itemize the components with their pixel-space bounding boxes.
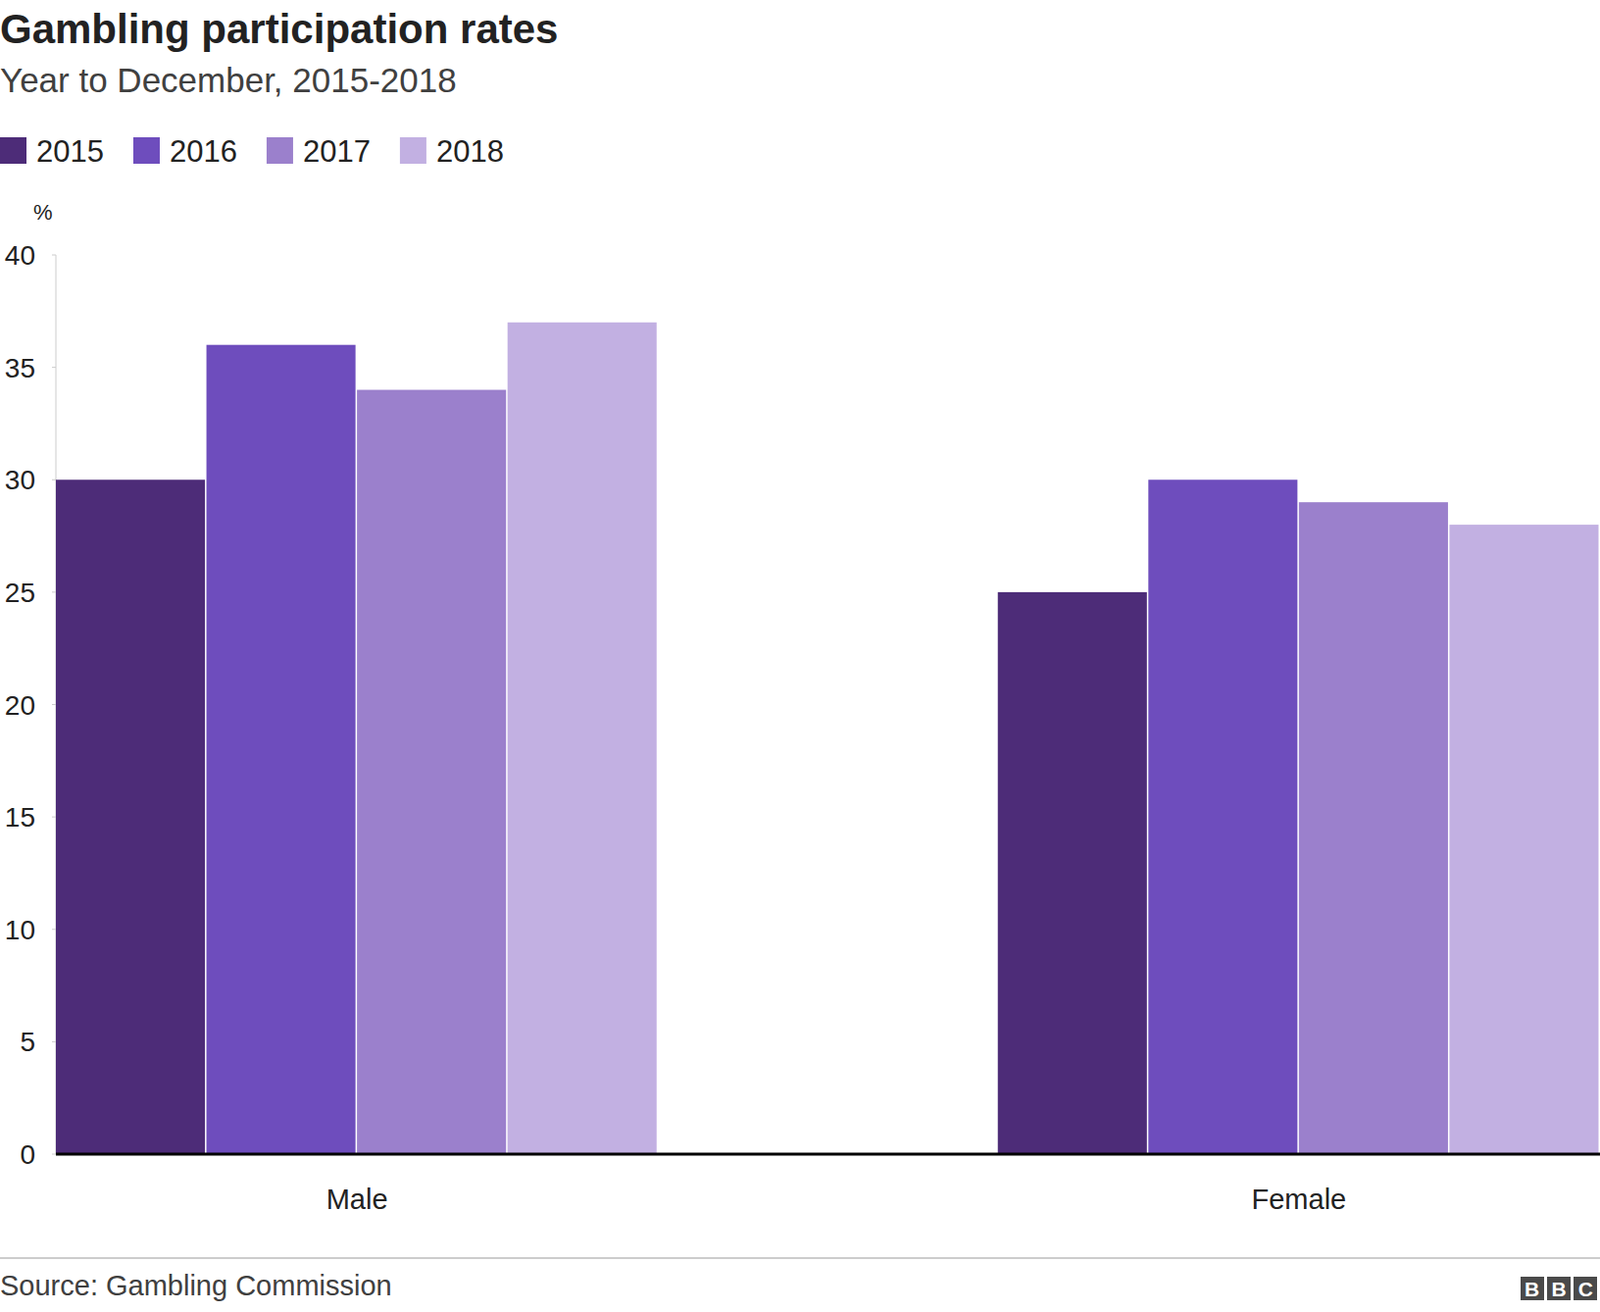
bar — [206, 345, 356, 1154]
y-tick — [51, 366, 56, 368]
legend-swatch — [133, 137, 160, 164]
bar — [1449, 524, 1599, 1154]
bar — [998, 592, 1148, 1154]
source: Source: Gambling Commission — [0, 1269, 393, 1301]
y-axis-label: % — [33, 200, 53, 225]
y-tick — [51, 1041, 56, 1043]
legend-label: 2017 — [302, 134, 371, 169]
x-tick-label: Female — [1251, 1183, 1348, 1215]
logo: BBC — [1520, 1276, 1598, 1300]
y-tick-label: 10 — [4, 914, 36, 946]
x-axis-line — [55, 1152, 1600, 1156]
legend-swatch — [400, 137, 427, 164]
legend-swatch — [266, 137, 294, 164]
y-tick — [51, 479, 56, 481]
y-tick-label: 25 — [4, 577, 36, 608]
bar — [356, 390, 506, 1154]
chart: Gambling participation rates Year to Dece… — [0, 0, 1600, 1312]
bar — [1299, 501, 1449, 1154]
logo-text: BBC — [1524, 1277, 1594, 1300]
title: Gambling participation rates — [0, 5, 558, 52]
legend-label: 2016 — [169, 134, 238, 169]
y-tick — [51, 816, 56, 818]
bars — [55, 322, 1600, 1154]
y-tick — [51, 928, 56, 930]
legend-label: 2018 — [436, 134, 504, 169]
footer-rule — [0, 1257, 1600, 1259]
y-tick-label: 35 — [4, 352, 36, 384]
y-tick-label: 20 — [4, 690, 36, 721]
bar — [1148, 479, 1298, 1154]
x-tick-label: Male — [326, 1183, 389, 1215]
bar — [507, 322, 657, 1154]
legend-label: 2015 — [36, 134, 104, 169]
y-tick-label: 15 — [4, 801, 36, 833]
y-tick — [51, 1153, 56, 1155]
y-tick-label: 30 — [4, 464, 36, 496]
y-tick-label: 40 — [4, 240, 36, 271]
legend-swatch — [0, 137, 27, 164]
y-tick — [51, 591, 56, 593]
y-tick — [51, 254, 56, 256]
bar — [55, 479, 205, 1154]
y-tick-label: 0 — [19, 1139, 36, 1170]
subtitle: Year to December, 2015-2018 — [0, 60, 457, 100]
y-tick-label: 5 — [19, 1026, 36, 1057]
y-tick — [51, 703, 56, 705]
